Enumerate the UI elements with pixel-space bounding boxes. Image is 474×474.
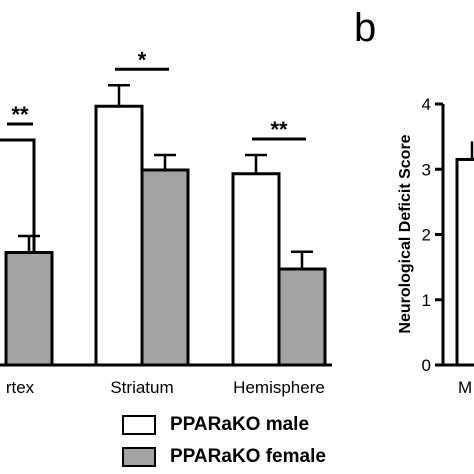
y-tick-label: 1 — [422, 291, 431, 310]
legend-item-female: PPARaKO female — [122, 444, 326, 470]
bar-female-1 — [140, 168, 190, 367]
legend-label-female: PPARaKO female — [170, 446, 326, 467]
legend-swatch-female — [122, 447, 156, 467]
y-tick-label: 0 — [422, 356, 431, 375]
category-label: Hemisphere — [233, 378, 325, 397]
y-tick-label: 2 — [422, 226, 431, 245]
significance-mark: * — [138, 47, 147, 72]
bar-male-1 — [94, 104, 144, 367]
category-label: rtex — [6, 378, 35, 397]
bar-female-0 — [4, 251, 54, 367]
panel-label-b: b — [354, 6, 377, 50]
y-axis-title: Neurological Deficit Score — [397, 134, 414, 333]
significance-mark: ** — [270, 117, 288, 142]
bar-male-2 — [231, 172, 281, 367]
right-bar-chart: 0 1 2 3 4 M Neurological Deficit Score — [397, 95, 474, 397]
legend-item-male: PPARaKO male — [122, 412, 309, 438]
significance-mark: ** — [11, 102, 29, 127]
y-tick-label: 4 — [422, 95, 431, 114]
y-tick-label: 3 — [422, 160, 431, 179]
bar-male-0 — [455, 157, 474, 367]
left-bar-chart: ** rtex * Striatum ** Hemisphere — [0, 47, 332, 397]
category-label: M — [458, 378, 472, 397]
legend-swatch-male — [122, 415, 156, 435]
legend-label-male: PPARaKO male — [170, 414, 310, 435]
bar-female-2 — [277, 267, 327, 367]
category-label: Striatum — [110, 378, 173, 397]
